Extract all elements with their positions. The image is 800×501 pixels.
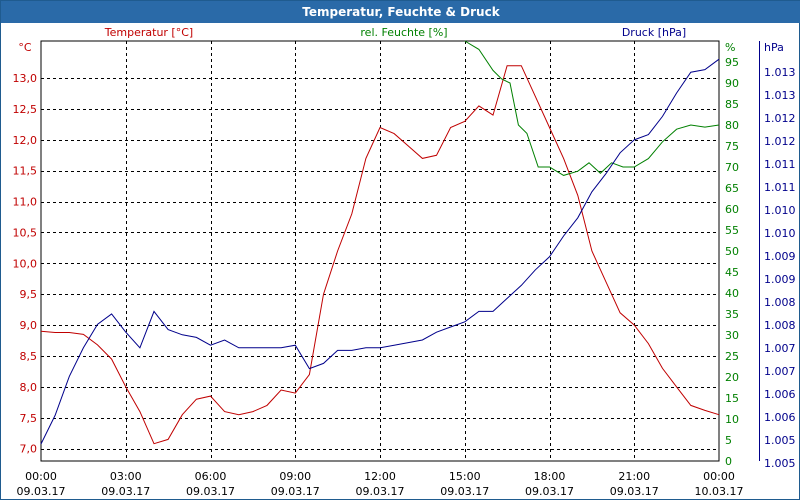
temperature-tick-label: 10,5: [13, 226, 38, 239]
pressure-tick-label: 1.009: [764, 273, 796, 286]
humidity-tick-label: 55: [725, 224, 739, 237]
x-tick-time-label: 15:00: [449, 470, 481, 483]
x-tick-time-label: 12:00: [364, 470, 396, 483]
x-tick-date-label: 09.03.17: [525, 485, 574, 498]
pressure-tick-label: 1.005: [764, 457, 796, 470]
x-tick-date-label: 09.03.17: [610, 485, 659, 498]
temperature-tick-label: 8,5: [20, 350, 38, 363]
humidity-tick-label: 10: [725, 413, 739, 426]
humidity-tick-label: 35: [725, 308, 739, 321]
pressure-tick-label: 1.012: [764, 135, 796, 148]
pressure-tick-label: 1.005: [764, 434, 796, 447]
pressure-tick-label: 1.013: [764, 89, 796, 102]
humidity-axis-label: rel. Feuchte [%]: [360, 26, 447, 39]
humidity-tick-label: 30: [725, 329, 739, 342]
series-line-temperature: [40, 65, 720, 445]
pressure-tick-label: 1.006: [764, 411, 796, 424]
humidity-tick-label: 45: [725, 266, 739, 279]
x-tick-date-label: 09.03.17: [186, 485, 235, 498]
humidity-tick-label: 80: [725, 119, 739, 132]
humidity-tick-label: 20: [725, 371, 739, 384]
temperature-tick-label: 12,5: [13, 103, 38, 116]
pressure-tick-label: 1.007: [764, 365, 796, 378]
series-line-humidity: [464, 40, 720, 176]
x-tick-time-label: 09:00: [279, 470, 311, 483]
temperature-tick-label: 9,5: [20, 288, 38, 301]
humidity-tick-label: 60: [725, 203, 739, 216]
pressure-tick-label: 1.011: [764, 158, 796, 171]
pressure-axis-label: Druck [hPa]: [622, 26, 686, 39]
humidity-tick-label: 25: [725, 350, 739, 363]
pressure-tick-label: 1.007: [764, 342, 796, 355]
humidity-tick-label: 90: [725, 77, 739, 90]
x-tick-date-label: 09.03.17: [17, 485, 66, 498]
pressure-tick-label: 1.012: [764, 112, 796, 125]
x-tick-date-label: 09.03.17: [101, 485, 150, 498]
grid-lines: [40, 40, 720, 462]
chart-title: Temperatur, Feuchte & Druck: [1, 1, 800, 23]
x-tick-time-label: 21:00: [618, 470, 650, 483]
pressure-tick-label: 1.006: [764, 388, 796, 401]
pressure-tick-label: 1.010: [764, 227, 796, 240]
humidity-tick-label: 0: [725, 455, 732, 468]
temperature-tick-label: 13,0: [13, 72, 38, 85]
temperature-tick-label: 11,0: [13, 196, 38, 209]
x-tick-time-label: 00:00: [703, 470, 735, 483]
temperature-tick-label: 12,0: [13, 134, 38, 147]
humidity-tick-label: 65: [725, 182, 739, 195]
humidity-tick-label: 40: [725, 287, 739, 300]
humidity-tick-label: 85: [725, 98, 739, 111]
humidity-tick-label: 5: [725, 434, 732, 447]
humidity-tick-label: 75: [725, 140, 739, 153]
humidity-unit-label: %: [725, 41, 735, 54]
temperature-tick-label: 11,5: [13, 165, 38, 178]
temperature-tick-label: 8,0: [20, 381, 38, 394]
x-tick-date-label: 09.03.17: [356, 485, 405, 498]
temperature-axis-label: Temperatur [°C]: [104, 26, 193, 39]
pressure-tick-label: 1.008: [764, 319, 796, 332]
humidity-tick-label: 70: [725, 161, 739, 174]
x-tick-date-label: 09.03.17: [440, 485, 489, 498]
temperature-tick-label: 9,0: [20, 319, 38, 332]
temperature-unit-label: °C: [18, 41, 32, 54]
temperature-tick-label: 10,0: [13, 257, 38, 270]
series-line-pressure: [40, 58, 720, 445]
x-tick-time-label: 00:00: [25, 470, 57, 483]
x-tick-date-label: 09.03.17: [271, 485, 320, 498]
temperature-tick-label: 7,5: [20, 412, 38, 425]
pressure-tick-label: 1.010: [764, 204, 796, 217]
pressure-tick-label: 1.011: [764, 181, 796, 194]
x-tick-time-label: 03:00: [110, 470, 142, 483]
pressure-tick-label: 1.008: [764, 296, 796, 309]
x-tick-time-label: 18:00: [534, 470, 566, 483]
x-tick-date-label: 10.03.17: [695, 485, 744, 498]
temperature-tick-label: 7,0: [20, 443, 38, 456]
pressure-tick-label: 1.013: [764, 66, 796, 79]
x-tick-time-label: 06:00: [195, 470, 227, 483]
pressure-tick-label: 1.009: [764, 250, 796, 263]
humidity-tick-label: 15: [725, 392, 739, 405]
pressure-unit-label: hPa: [764, 41, 784, 54]
humidity-tick-label: 50: [725, 245, 739, 258]
humidity-tick-label: 95: [725, 56, 739, 69]
